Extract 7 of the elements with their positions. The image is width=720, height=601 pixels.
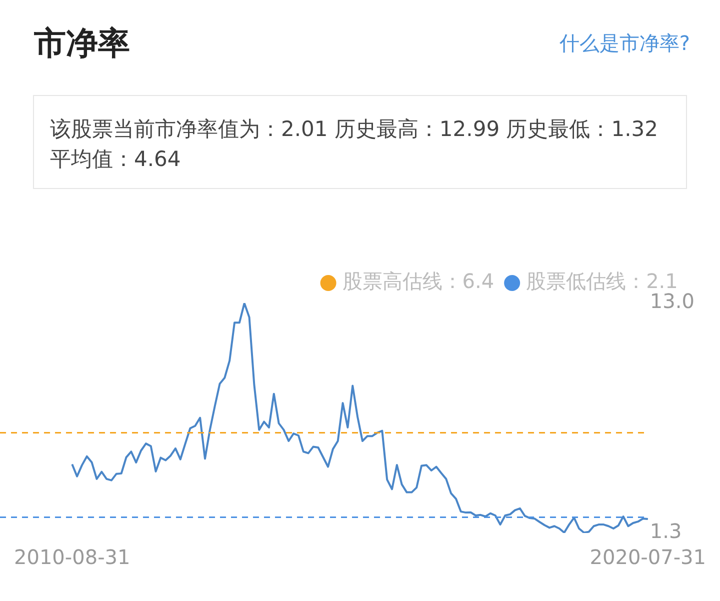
text: 什么是市净率?: [559, 30, 690, 57]
x-tick-label: 2010-08-31: [14, 545, 130, 570]
chart-subtitle: 该股票当前市净率值为：2.01 历史最高：12.99 历史最低：1.32 平均值：4.64: [33, 95, 687, 189]
legend-label: 股票高估线：6.4: [342, 269, 494, 294]
y-tick-label: 1.3: [650, 519, 682, 544]
x-tick-label: 2020-07-31: [590, 545, 706, 570]
chart-title: 市净率: [34, 23, 130, 64]
